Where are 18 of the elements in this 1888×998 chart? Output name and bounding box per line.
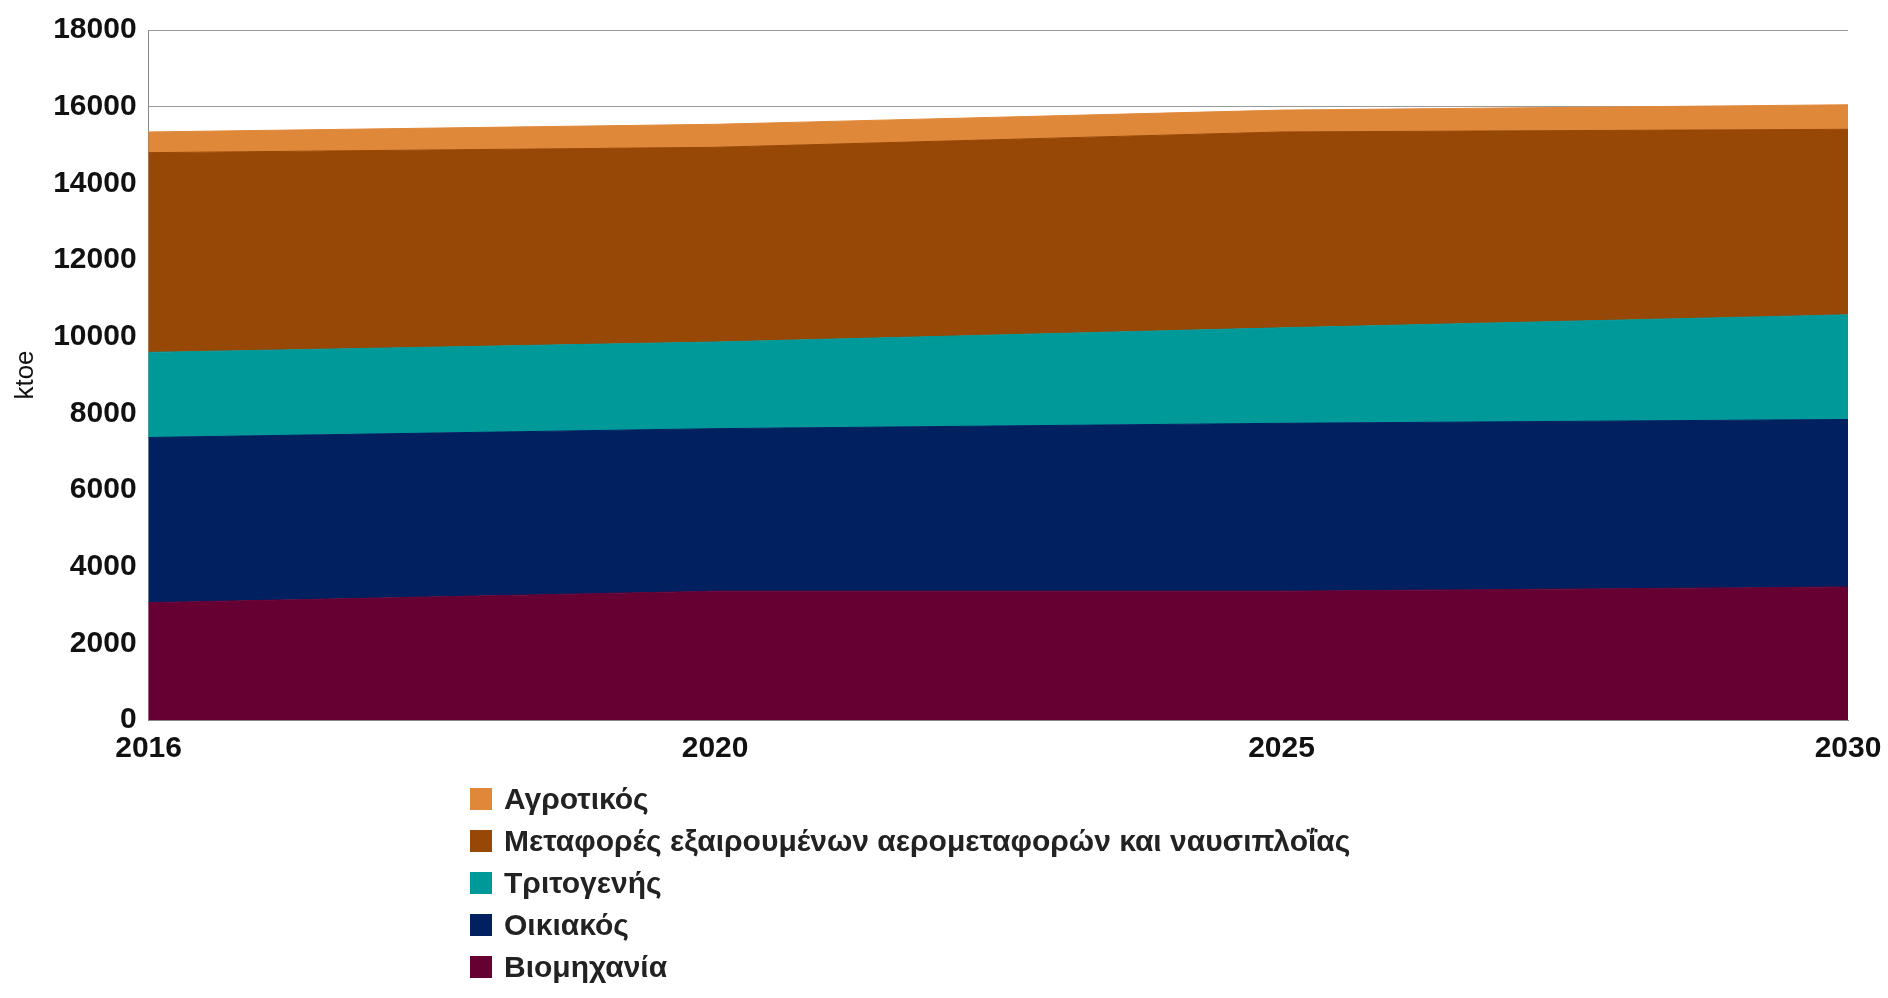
x-tick-label: 2020 [681,730,749,764]
y-tick-label: 8000 [69,394,137,428]
y-tick-label: 10000 [53,317,137,351]
y-axis-title: ktoe [8,350,39,400]
legend-label: Αγροτικός [504,782,649,816]
legend-label: Βιομηχανία [504,950,668,984]
x-tick-label: 2025 [1248,730,1315,764]
y-tick-label: 6000 [69,471,137,505]
y-tick-label: 18000 [53,11,137,45]
y-tick-label: 4000 [69,547,137,581]
y-tick-label: 16000 [53,87,137,121]
y-tick-label: 14000 [53,164,137,198]
x-tick-label: 2030 [1814,730,1882,764]
y-tick-label: 2000 [69,624,137,658]
legend-label: Μεταφορές εξαιρουμένων αερομεταφορών και ναυσιπλοΐας [504,824,1351,858]
legend-label: Τριτογενής [504,866,662,900]
y-tick-label: 12000 [53,241,137,275]
legend-label: Οικιακός [504,908,629,942]
